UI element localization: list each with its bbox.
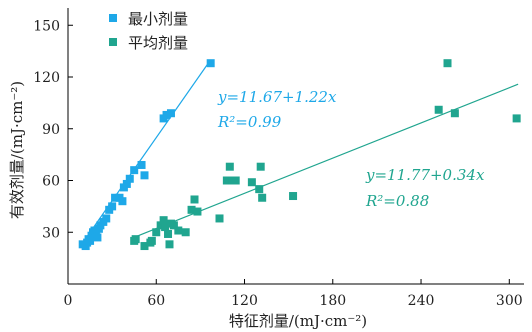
data-point-avg-dose <box>231 176 240 185</box>
data-point-avg-dose <box>512 114 521 123</box>
fit-r2-min-dose: R²=0.99 <box>217 113 282 131</box>
legend-label-avg-dose: 平均剂量 <box>128 34 188 52</box>
data-point-avg-dose <box>174 226 183 235</box>
x-axis-title: 特征剂量/(mJ·cm⁻²) <box>229 312 367 330</box>
tick-labels: 0 60 120 180 240 300 30 60 90 120 150 <box>33 18 522 309</box>
data-point-avg-dose <box>131 235 140 244</box>
data-point-avg-dose <box>152 228 161 237</box>
y-tick-label: 120 <box>33 70 60 86</box>
x-tick-label: 180 <box>319 293 346 309</box>
data-point-avg-dose <box>164 229 173 238</box>
axes <box>67 8 524 285</box>
x-tick-label: 60 <box>147 293 165 309</box>
fit-line-min-dose <box>82 59 212 244</box>
data-point-avg-dose <box>190 195 199 204</box>
data-point-avg-dose <box>169 221 178 230</box>
legend: 最小剂量 平均剂量 <box>109 10 188 52</box>
legend-label-min-dose: 最小剂量 <box>128 10 188 28</box>
y-axis-title: 有效剂量/(mJ·cm⁻²) <box>8 81 26 219</box>
data-point-min-dose <box>162 110 171 119</box>
x-tick-label: 0 <box>64 293 73 309</box>
data-point-avg-dose <box>161 223 170 232</box>
data-point-min-dose <box>137 160 146 169</box>
data-point-avg-dose <box>156 221 165 230</box>
data-point-min-dose <box>118 197 127 206</box>
data-point-min-dose <box>86 236 95 245</box>
fit-line-avg-dose <box>133 83 519 238</box>
data-point-avg-dose <box>193 207 202 216</box>
fit-equation-min-dose: y=11.67+1.22x <box>217 88 337 106</box>
data-point-avg-dose <box>258 193 267 202</box>
data-point-avg-dose <box>215 214 224 223</box>
data-point-avg-dose <box>187 205 196 214</box>
fit-r2-avg-dose: R²=0.88 <box>365 192 429 210</box>
data-point-min-dose <box>166 109 175 118</box>
data-point-avg-dose <box>140 242 149 251</box>
data-point-avg-dose <box>225 162 234 171</box>
fit-annotations: y=11.67+1.22x R²=0.99 y=11.77+0.34x R²=0… <box>217 88 485 210</box>
y-tick-label: 150 <box>33 18 60 34</box>
x-tick-label: 120 <box>231 293 258 309</box>
data-point-avg-dose <box>289 192 298 201</box>
data-point-min-dose <box>122 179 131 188</box>
data-point-min-dose <box>102 214 111 223</box>
data-point-avg-dose <box>256 162 265 171</box>
fit-equation-avg-dose: y=11.77+0.34x <box>365 166 485 184</box>
data-point-avg-dose <box>434 105 443 114</box>
x-tick-label: 240 <box>408 293 435 309</box>
data-point-avg-dose <box>165 240 174 249</box>
data-point-min-dose <box>108 202 117 211</box>
data-point-avg-dose <box>450 109 459 118</box>
data-point-avg-dose <box>247 178 256 187</box>
data-point-avg-dose <box>255 185 264 194</box>
y-tick-label: 30 <box>42 225 60 241</box>
data-point-avg-dose <box>181 228 190 237</box>
legend-marker-avg-dose <box>109 38 117 46</box>
x-tick-label: 300 <box>496 293 523 309</box>
data-point-min-dose <box>140 171 149 180</box>
data-point-min-dose <box>93 233 102 242</box>
data-point-min-dose <box>206 59 215 68</box>
data-points <box>78 59 521 251</box>
data-point-min-dose <box>125 174 134 183</box>
data-point-min-dose <box>130 166 139 175</box>
legend-marker-min-dose <box>109 14 117 22</box>
data-point-avg-dose <box>147 236 156 245</box>
data-point-min-dose <box>111 193 120 202</box>
y-tick-label: 90 <box>42 122 60 138</box>
data-point-avg-dose <box>443 59 452 68</box>
y-tick-label: 60 <box>42 174 60 190</box>
data-point-avg-dose <box>222 176 231 185</box>
data-point-avg-dose <box>159 216 168 225</box>
